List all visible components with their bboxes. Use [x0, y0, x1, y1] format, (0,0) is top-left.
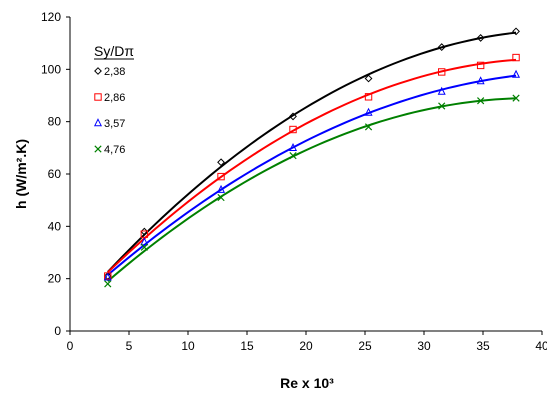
y-tick-label: 100 [41, 62, 61, 76]
x-tick-label: 25 [358, 339, 372, 353]
data-point [364, 93, 373, 101]
data-point [364, 107, 373, 116]
x-tick-label: 5 [126, 339, 133, 353]
fit-curve-2,86 [107, 58, 517, 274]
data-point [217, 158, 225, 167]
data-point [437, 43, 446, 51]
data-point [438, 102, 446, 110]
fit-curves [107, 31, 517, 282]
x-tick-label: 20 [299, 339, 313, 353]
data-point [217, 184, 226, 193]
fit-curve-4,76 [107, 97, 517, 282]
x-tick-label: 40 [535, 339, 547, 353]
data-point [512, 27, 520, 36]
legend-entry-label: 4,76 [104, 144, 125, 156]
data-point [476, 76, 485, 85]
y-tick-label: 120 [41, 10, 61, 24]
x-tick-label: 15 [240, 339, 254, 353]
data-point [289, 143, 298, 152]
data-point [217, 193, 225, 202]
data-point [477, 97, 485, 105]
data-point [93, 118, 103, 127]
data-point [289, 125, 297, 134]
data-point [217, 172, 225, 181]
data-point [512, 69, 521, 78]
x-tick-label: 0 [67, 339, 74, 353]
data-point [512, 94, 520, 102]
legend-entry-label: 3,57 [104, 118, 125, 130]
data-point [94, 145, 102, 153]
x-tick-label: 10 [181, 339, 195, 353]
y-tick-label: 60 [48, 167, 62, 181]
data-point [94, 93, 102, 101]
data-point [512, 53, 520, 62]
y-tick-label: 0 [54, 324, 61, 338]
axes: 0 5 10 15 20 25 30 35 40 0 20 40 60 80 100 120 [41, 10, 547, 353]
fit-curve-3,57 [107, 74, 517, 276]
fit-curve-2,38 [107, 31, 517, 273]
data-point [364, 123, 373, 131]
data-point [364, 74, 373, 83]
legend-title: Sy/Dπ [94, 43, 134, 59]
legend-entry-label: 2,86 [104, 92, 125, 104]
data-points [103, 27, 521, 288]
x-tick-label: 35 [476, 339, 490, 353]
data-point [476, 34, 485, 42]
y-tick-label: 20 [48, 272, 62, 286]
y-tick-label: 80 [48, 115, 62, 129]
data-point [140, 243, 148, 251]
data-point [104, 280, 112, 288]
y-tick-label: 40 [48, 219, 62, 233]
data-point [438, 68, 446, 76]
x-tick-label: 30 [417, 339, 431, 353]
data-point [289, 112, 297, 121]
data-point [289, 152, 297, 160]
x-axis-label: Re x 10³ [280, 375, 334, 391]
y-axis-label: h (W/m².K) [13, 139, 29, 209]
legend-entry-label: 2,38 [104, 66, 125, 78]
data-point [140, 237, 149, 246]
legend: Sy/Dπ 2,38 2,86 3,57 4,76 [93, 43, 134, 156]
data-point [103, 272, 112, 281]
data-point [94, 67, 102, 75]
data-point [476, 61, 485, 70]
data-point [437, 86, 446, 95]
